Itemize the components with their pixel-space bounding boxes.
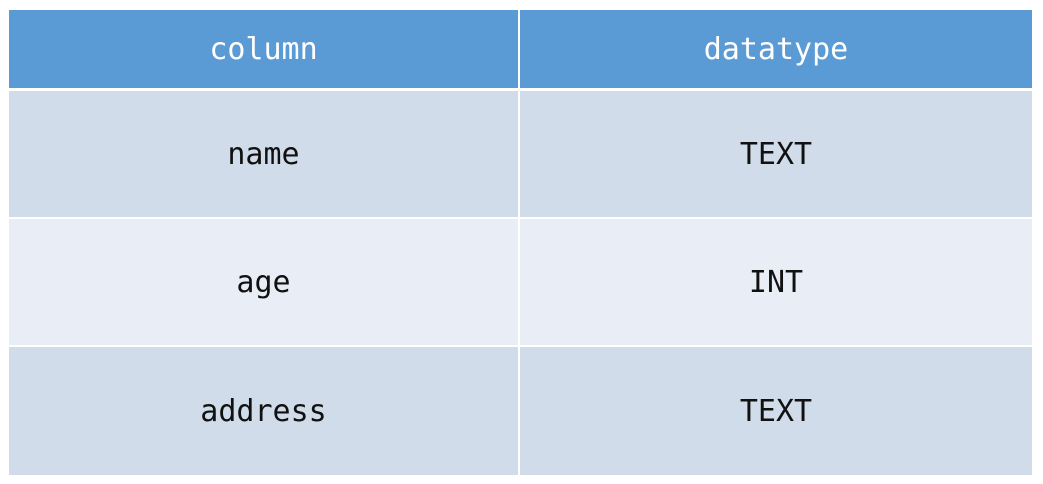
table-row: age INT [9,219,1032,347]
table-header-row: column datatype [9,10,1032,91]
cell-column-name: address [9,347,520,475]
table-row: address TEXT [9,347,1032,475]
cell-datatype: INT [520,219,1032,347]
cell-datatype: TEXT [520,347,1032,475]
cell-column-name: name [9,91,520,219]
schema-table: column datatype name TEXT age INT addres… [9,10,1032,475]
header-column: column [9,10,520,91]
header-datatype: datatype [520,10,1032,91]
table-row: name TEXT [9,91,1032,219]
schema-table-container: column datatype name TEXT age INT addres… [9,10,1032,475]
cell-datatype: TEXT [520,91,1032,219]
cell-column-name: age [9,219,520,347]
